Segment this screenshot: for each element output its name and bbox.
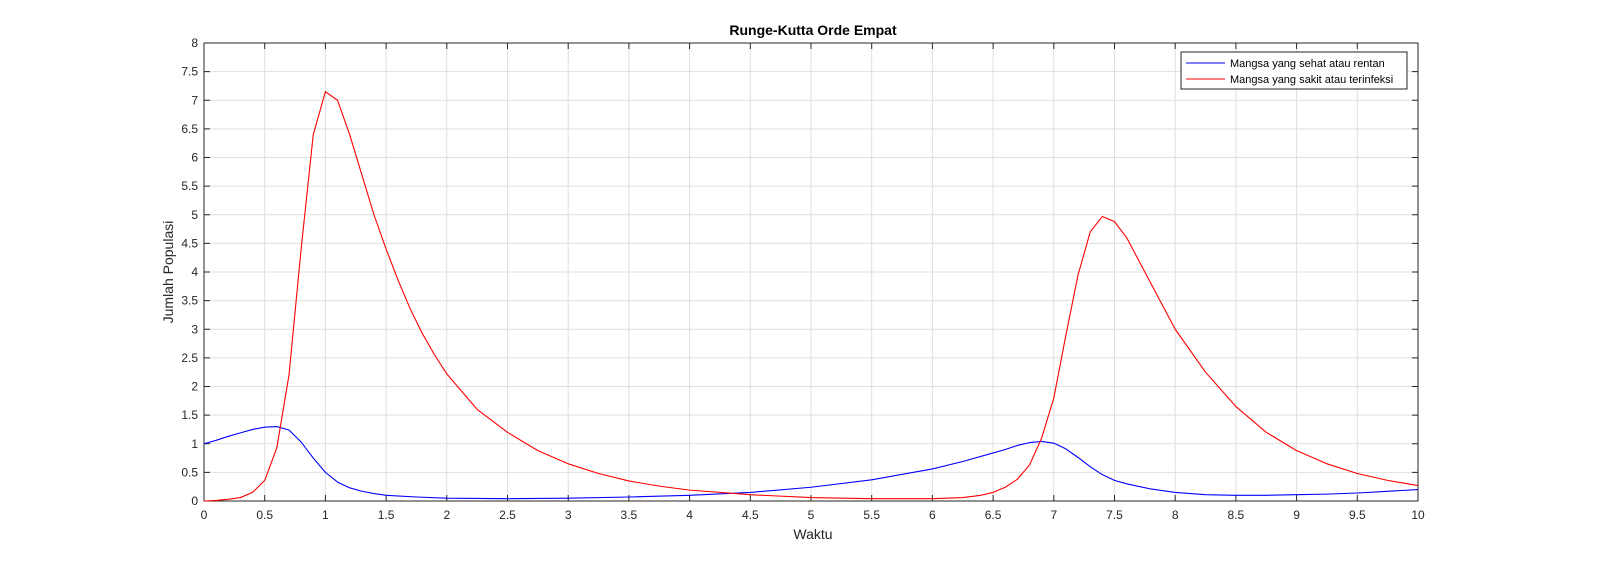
series-line-infected bbox=[203, 91, 1419, 502]
x-tick-label: 0 bbox=[201, 508, 208, 522]
y-tick-label: 7 bbox=[191, 93, 198, 107]
axis-ticks: 0 0.5 1 1.5 2 2.5 3 3.5 4 4.5 5 5.5 6 6.5 7 7.5 8 8.5 9 9.5… bbox=[181, 36, 1425, 522]
x-tick-label: 1 bbox=[322, 508, 329, 522]
legend-label-infected: Mangsa yang sakit atau terinfeksi bbox=[1230, 74, 1393, 86]
y-axis-label: Jumlah Populasi bbox=[160, 221, 176, 324]
x-tick-label: 7 bbox=[1050, 508, 1057, 522]
x-tick-label: 6.5 bbox=[985, 508, 1002, 522]
y-tick-label: 0.5 bbox=[181, 465, 198, 479]
x-tick-label: 0.5 bbox=[256, 508, 273, 522]
x-tick-label: 1.5 bbox=[378, 508, 395, 522]
x-tick-label: 4 bbox=[686, 508, 693, 522]
x-tick-label: 2.5 bbox=[499, 508, 516, 522]
x-tick-label: 6 bbox=[929, 508, 936, 522]
y-tick-label: 3.5 bbox=[181, 294, 198, 308]
y-tick-label: 2 bbox=[191, 380, 198, 394]
y-tick-label: 4 bbox=[191, 265, 198, 279]
y-tick-label: 6.5 bbox=[181, 122, 198, 136]
y-tick-label: 0 bbox=[191, 494, 198, 508]
x-tick-label: 9.5 bbox=[1349, 508, 1366, 522]
x-tick-label: 4.5 bbox=[742, 508, 759, 522]
y-tick-label: 6 bbox=[191, 151, 198, 165]
x-tick-label: 2 bbox=[443, 508, 450, 522]
series-lines bbox=[203, 91, 1419, 502]
x-tick-label: 10 bbox=[1411, 508, 1425, 522]
y-tick-label: 7.5 bbox=[181, 65, 198, 79]
y-tick-label: 8 bbox=[191, 36, 198, 50]
legend-box bbox=[1180, 51, 1408, 90]
y-tick-label: 4.5 bbox=[181, 236, 198, 250]
x-tick-label: 8.5 bbox=[1228, 508, 1245, 522]
y-tick-label: 1.5 bbox=[181, 408, 198, 422]
grid bbox=[203, 42, 1419, 502]
y-tick-label: 3 bbox=[191, 322, 198, 336]
series-line-healthy bbox=[203, 426, 1419, 500]
x-tick-label: 8 bbox=[1172, 508, 1179, 522]
legend-label-healthy: Mangsa yang sehat atau rentan bbox=[1230, 58, 1385, 70]
x-tick-label: 5.5 bbox=[863, 508, 880, 522]
x-tick-label: 7.5 bbox=[1106, 508, 1123, 522]
x-tick-label: 3.5 bbox=[621, 508, 638, 522]
y-tick-label: 1 bbox=[191, 437, 198, 451]
y-tick-label: 2.5 bbox=[181, 351, 198, 365]
y-tick-label: 5 bbox=[191, 208, 198, 222]
x-axis-label: Waktu bbox=[793, 526, 832, 542]
x-tick-label: 5 bbox=[808, 508, 815, 522]
legend[interactable]: Mangsa yang sehat atau rentan Mangsa yan… bbox=[1180, 51, 1408, 90]
x-tick-label: 9 bbox=[1293, 508, 1300, 522]
x-tick-label: 3 bbox=[565, 508, 572, 522]
chart-title: Runge-Kutta Orde Empat bbox=[729, 22, 897, 38]
y-tick-label: 5.5 bbox=[181, 179, 198, 193]
